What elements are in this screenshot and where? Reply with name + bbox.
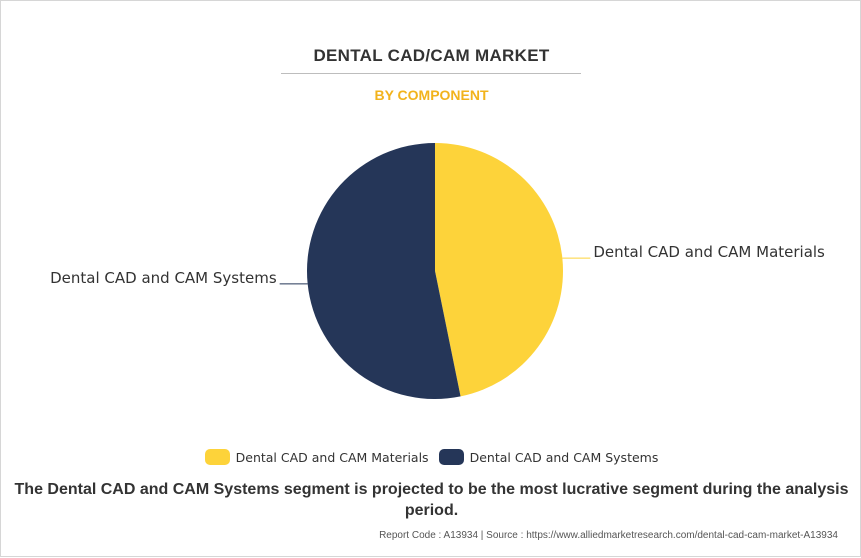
legend: Dental CAD and CAM Materials Dental CAD …	[1, 449, 861, 465]
pie-slice-materials[interactable]	[435, 143, 563, 397]
slice-label-systems: Dental CAD and CAM Systems	[50, 269, 277, 287]
legend-swatch-materials	[204, 449, 230, 465]
chart-subtitle: BY COMPONENT	[374, 87, 489, 103]
chart-title: DENTAL CAD/CAM MARKET	[313, 46, 550, 65]
slice-label-materials: Dental CAD and CAM Materials	[593, 243, 825, 261]
source-line: Report Code : A13934 | Source : https://…	[379, 530, 838, 541]
pie-slice-systems[interactable]	[306, 143, 461, 400]
legend-swatch-systems	[438, 449, 464, 465]
footnote: The Dental CAD and CAM Systems segment i…	[14, 481, 849, 519]
title-divider	[281, 73, 581, 74]
legend-label-materials: Dental CAD and CAM Materials	[235, 449, 429, 465]
legend-item-materials[interactable]: Dental CAD and CAM Materials	[204, 449, 429, 465]
legend-label-systems: Dental CAD and CAM Systems	[469, 449, 659, 465]
legend-item-systems[interactable]: Dental CAD and CAM Systems	[438, 449, 659, 465]
